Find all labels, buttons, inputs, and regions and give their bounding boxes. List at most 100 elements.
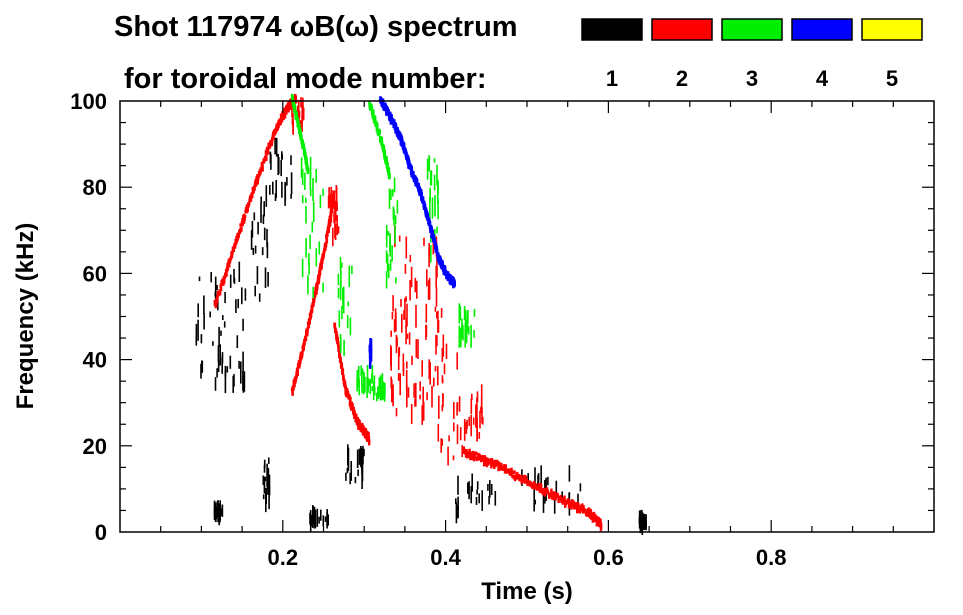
spectral-mark (301, 102, 303, 125)
spectral-mark (573, 501, 576, 506)
spectral-mark (542, 490, 545, 513)
spectral-mark (370, 105, 374, 111)
spectral-mark (361, 383, 363, 394)
spectral-mark (382, 381, 384, 392)
spectral-mark (238, 360, 240, 369)
spectral-mark (569, 500, 573, 505)
spectral-mark (405, 236, 408, 259)
spectral-mark (380, 140, 384, 145)
spectral-mark (339, 256, 342, 272)
spectral-mark (468, 481, 470, 500)
spectral-mark (473, 453, 476, 460)
spectral-mark (350, 461, 352, 481)
spectral-mark (405, 370, 408, 391)
spectral-mark (438, 395, 440, 419)
spectral-mark (434, 366, 437, 372)
spectral-mark (385, 250, 388, 264)
spectral-mark (391, 312, 394, 320)
spectral-mark (589, 509, 593, 514)
spectral-mark (479, 410, 481, 429)
spectral-mark (481, 407, 483, 424)
spectral-mark (440, 438, 442, 453)
spectral-mark (235, 235, 238, 241)
spectral-mark (426, 158, 429, 180)
spectral-mark (315, 169, 317, 183)
spectral-mark (458, 396, 461, 412)
spectral-mark (265, 489, 267, 513)
spectral-mark (336, 201, 338, 211)
spectral-mark (415, 382, 417, 407)
spectral-mark (309, 188, 312, 197)
spectral-mark (306, 329, 309, 334)
spectral-mark (463, 306, 466, 321)
spectral-mark (302, 345, 305, 351)
spectral-mark (341, 305, 343, 320)
series-n=1-region-3 (262, 457, 271, 513)
spectral-mark (443, 363, 446, 375)
spectral-mark (275, 137, 278, 157)
spectral-mark (223, 277, 226, 284)
spectral-mark (296, 369, 299, 376)
spectral-mark (476, 489, 478, 495)
spectral-mark (238, 261, 241, 282)
spectral-mark (395, 277, 397, 284)
spectral-mark (241, 219, 244, 227)
spectral-mark (436, 255, 438, 278)
spectral-mark (388, 188, 391, 209)
spectral-mark (502, 466, 505, 471)
x-tick-labels: 0.2 0.4 0.6 0.8 (268, 545, 787, 570)
spectral-mark (325, 237, 329, 244)
spectral-mark (549, 493, 552, 498)
spectral-mark (290, 155, 292, 165)
spectral-mark (268, 488, 270, 510)
spectral-mark (478, 493, 480, 504)
series-n=1-region-7 (309, 505, 329, 533)
spectral-mark (373, 375, 376, 393)
spectral-mark (300, 157, 303, 178)
spectral-mark (490, 484, 493, 495)
spectral-mark (321, 260, 324, 265)
spectral-mark (431, 230, 434, 236)
spectral-mark (382, 146, 386, 151)
spectral-mark (320, 509, 322, 521)
spectral-mark (537, 474, 539, 490)
spectral-mark (474, 451, 478, 456)
spectral-mark (362, 425, 365, 431)
spectral-mark (243, 214, 247, 219)
spectral-mark (234, 242, 237, 249)
spectral-mark (312, 301, 315, 307)
spectral-mark (212, 341, 214, 346)
spectral-mark (372, 110, 375, 114)
spectral-mark (441, 378, 444, 384)
spectral-mark (314, 292, 317, 298)
spectral-mark (215, 301, 218, 308)
spectral-mark (314, 509, 317, 529)
spectral-mark (470, 486, 472, 504)
spectral-mark (262, 494, 265, 500)
spectral-mark (316, 284, 319, 289)
spectral-mark (550, 488, 553, 495)
spectral-mark (338, 310, 341, 328)
spectral-mark (395, 408, 398, 417)
spectral-mark (265, 154, 268, 161)
spectral-mark (434, 195, 436, 217)
spectral-mark (428, 277, 431, 300)
spectral-mark (215, 296, 219, 303)
spectral-mark (476, 397, 478, 421)
spectral-mark (269, 185, 271, 195)
spectral-mark (305, 197, 307, 203)
spectral-mark (456, 352, 458, 370)
spectral-mark (581, 507, 585, 514)
series-n=2-track-3 (461, 446, 603, 532)
spectral-mark (434, 242, 438, 247)
spectral-mark (304, 152, 307, 158)
spectral-mark (360, 365, 362, 376)
spectral-mark (428, 359, 430, 380)
spectral-mark (471, 473, 473, 492)
spectral-mark (423, 237, 425, 247)
spectral-mark (362, 445, 364, 465)
spectral-mark (467, 325, 470, 335)
spectral-mark (317, 276, 321, 282)
spectral-mark (232, 246, 235, 253)
